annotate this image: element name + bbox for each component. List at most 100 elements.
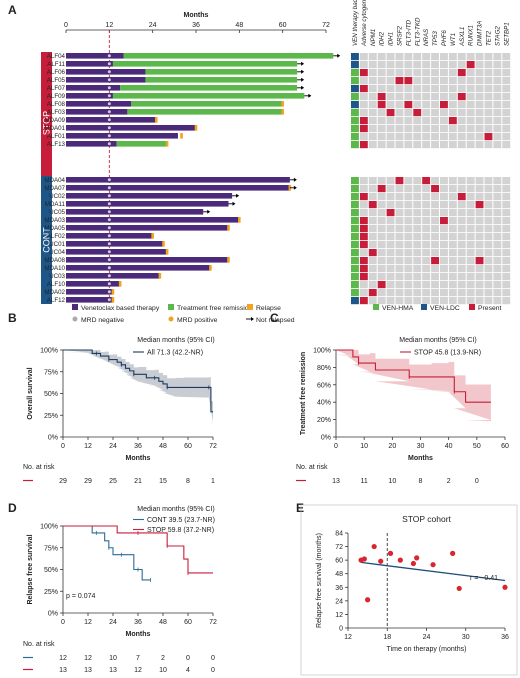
mutation-cell (422, 141, 431, 149)
mutation-cell (502, 257, 511, 265)
mutation-cell (386, 225, 395, 233)
mrd-negative-dot (107, 218, 111, 222)
mutation-cell (466, 297, 475, 305)
venetoclax-bar (66, 69, 146, 75)
mutation-cell (502, 289, 511, 297)
heatmap-legend-swatch (373, 304, 379, 310)
mutation-cell (440, 225, 448, 233)
mutation-cell (440, 201, 448, 209)
at-risk-label: No. at risk (23, 464, 55, 471)
patient-id-label: UC01 (49, 241, 65, 248)
mutation-cell (404, 117, 413, 125)
venetoclax-bar (66, 109, 128, 115)
mutation-cell (368, 217, 377, 225)
mutation-cell (440, 101, 448, 109)
heatmap-column-header: IDH2 (379, 31, 386, 46)
mutation-cell (395, 125, 404, 133)
tfr-bar (112, 93, 305, 99)
mutation-cell (368, 241, 377, 249)
mrd-negative-dot (107, 186, 111, 190)
km-y-tick-label: 60% (317, 382, 331, 389)
mutation-cell (359, 117, 368, 125)
mutation-cell (431, 117, 439, 125)
mutation-cell (422, 69, 431, 77)
mutation-cell (404, 265, 413, 273)
mutation-cell (502, 241, 511, 249)
heatmap-legend-swatch (469, 304, 475, 310)
mutation-cell (395, 69, 404, 77)
mrd-negative-dot (107, 298, 111, 302)
relapse-marker (151, 233, 154, 239)
not-relapsed-arrow-head (308, 93, 312, 98)
mutation-cell (440, 257, 448, 265)
mutation-cell (475, 225, 484, 233)
mutation-cell (475, 109, 484, 117)
mutation-cell (457, 185, 466, 193)
mutation-cell (422, 201, 431, 209)
mutation-cell (377, 125, 386, 133)
venetoclax-bar (66, 217, 240, 223)
heatmap-column-header: DNMT3A (477, 21, 484, 46)
mrd-negative-dot (107, 54, 111, 58)
mutation-cell (395, 233, 404, 241)
mutation-cell (484, 265, 493, 273)
mutation-cell (386, 193, 395, 201)
mutation-cell (413, 61, 422, 69)
mutation-cell (413, 209, 422, 217)
mutation-cell (475, 241, 484, 249)
venetoclax-bar (66, 125, 196, 131)
mutation-cell (466, 141, 475, 149)
mutation-cell (475, 193, 484, 201)
mutation-cell (475, 297, 484, 305)
scatter-y-tick-label: 0 (339, 626, 343, 633)
mutation-cell (368, 209, 377, 217)
mutation-cell (493, 85, 502, 93)
mutation-cell (395, 185, 404, 193)
mutation-cell (404, 273, 413, 281)
at-risk-count: 29 (84, 478, 92, 485)
mutation-cell (377, 249, 386, 257)
patient-id-label: ALF05 (47, 77, 66, 84)
mutation-cell (404, 69, 413, 77)
patient-id-label: ALF12 (47, 297, 66, 304)
at-risk-count: 10 (109, 655, 117, 662)
panel-letter-C: C (270, 311, 279, 325)
km-y-tick-label: 0% (48, 435, 58, 442)
at-risk-count: 10 (159, 667, 167, 674)
mutation-cell (422, 241, 431, 249)
mutation-cell (413, 85, 422, 93)
at-risk-count: 8 (419, 478, 423, 485)
heatmap-column-header: NRAS (423, 28, 430, 46)
mutation-cell (377, 109, 386, 117)
mutation-cell (493, 281, 502, 289)
mrd-negative-dot (107, 234, 111, 238)
heatmap-column-header: IDH1 (388, 32, 395, 46)
mrd-negative-dot (107, 194, 111, 198)
mutation-cell (368, 289, 377, 297)
mutation-cell (413, 93, 422, 101)
legend-swatch (168, 304, 174, 310)
mutation-cell (457, 201, 466, 209)
mutation-cell (422, 217, 431, 225)
mutation-cell (386, 77, 395, 85)
mutation-cell (431, 233, 439, 241)
mutation-cell (413, 193, 422, 201)
backbone-cell (351, 201, 359, 209)
scatter-x-tick-label: 18 (383, 634, 391, 641)
mutation-cell (386, 257, 395, 265)
at-risk-count: 13 (59, 667, 67, 674)
patient-id-label: UC04 (49, 249, 65, 256)
mutation-cell (457, 101, 466, 109)
km-curve (336, 349, 491, 403)
mutation-cell (457, 297, 466, 305)
venetoclax-bar (66, 193, 233, 199)
mutation-cell (448, 257, 457, 265)
mutation-cell (466, 241, 475, 249)
mutation-cell (404, 201, 413, 209)
heatmap-column-header: WT1 (450, 33, 457, 46)
mutation-cell (359, 177, 368, 185)
correlation-annotation: r = −0.41 (470, 575, 498, 582)
mrd-negative-dot (107, 266, 111, 270)
km-x-tick-label: 10 (360, 443, 368, 450)
